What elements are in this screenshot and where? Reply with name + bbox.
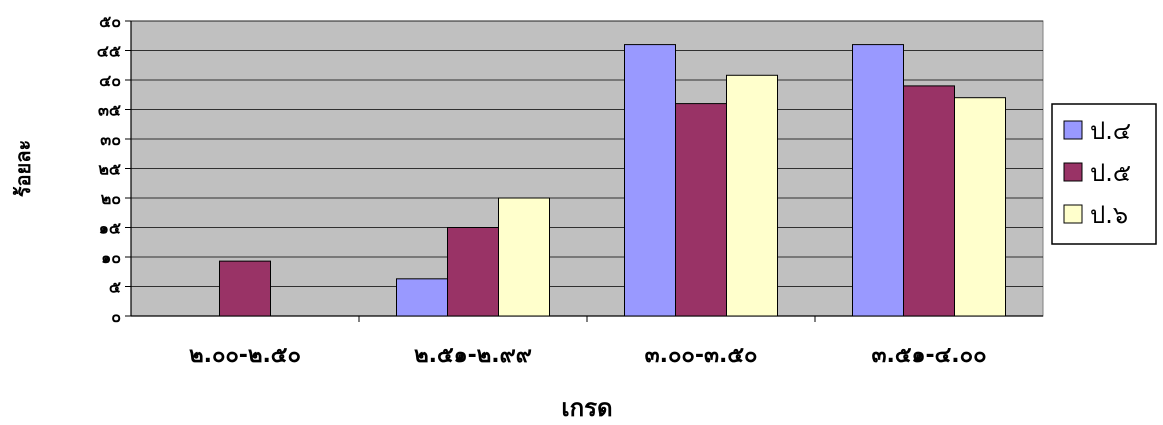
y-tick-label: ๑๕ [99, 219, 121, 238]
y-tick-label: ๓๐ [100, 130, 121, 149]
legend-swatch [1063, 162, 1083, 182]
y-tick-label: ๔๐ [99, 71, 121, 90]
x-tick-label: ๓.๐๐-๓.๕๐ [645, 343, 758, 368]
y-tick-label: ๒๐ [101, 189, 121, 208]
bar [219, 260, 271, 317]
y-tick-label: ๓๕ [98, 101, 121, 120]
bar [675, 103, 727, 317]
bar [447, 227, 499, 317]
bar [726, 74, 778, 317]
bar [903, 85, 955, 317]
legend-swatch [1063, 120, 1083, 140]
bar [396, 278, 448, 317]
legend-label: ป.๔ [1090, 117, 1131, 145]
x-tick-labels: ๒.๐๐-๒.๕๐ ๒.๕๑-๒.๙๙ ๓.๐๐-๓.๕๐ ๓.๕๑-๔.๐๐ [189, 316, 987, 368]
x-axis-label: เกรด [561, 394, 612, 421]
bar [498, 197, 550, 317]
legend-label: ป.๖ [1090, 201, 1128, 229]
x-tick-label: ๓.๕๑-๔.๐๐ [871, 343, 986, 368]
bars [219, 44, 1006, 317]
x-tick-label: ๒.๐๐-๒.๕๐ [189, 343, 301, 368]
bar [954, 97, 1006, 317]
y-tick-label: ๔๕ [97, 42, 121, 61]
y-tick-label: ๐ [111, 307, 121, 326]
legend: ป.๔ป.๕ป.๖ [1051, 103, 1157, 245]
y-tick-label: ๒๕ [98, 160, 121, 179]
y-axis-label: ร้อยละ [11, 140, 35, 197]
legend-label: ป.๕ [1090, 159, 1131, 187]
y-tick-label: ๕ [109, 278, 121, 297]
y-tick-labels: ๐ ๕ ๑๐ ๑๕ ๒๐ ๒๕ ๓๐ ๓๕ ๔๐ ๔๕ ๕๐ [97, 12, 121, 326]
bar [852, 44, 904, 317]
legend-swatch [1063, 204, 1083, 224]
bar [624, 44, 676, 317]
x-tick-label: ๒.๕๑-๒.๙๙ [414, 343, 532, 368]
y-tick-label: ๕๐ [99, 12, 121, 31]
y-tick-label: ๑๐ [101, 248, 121, 267]
